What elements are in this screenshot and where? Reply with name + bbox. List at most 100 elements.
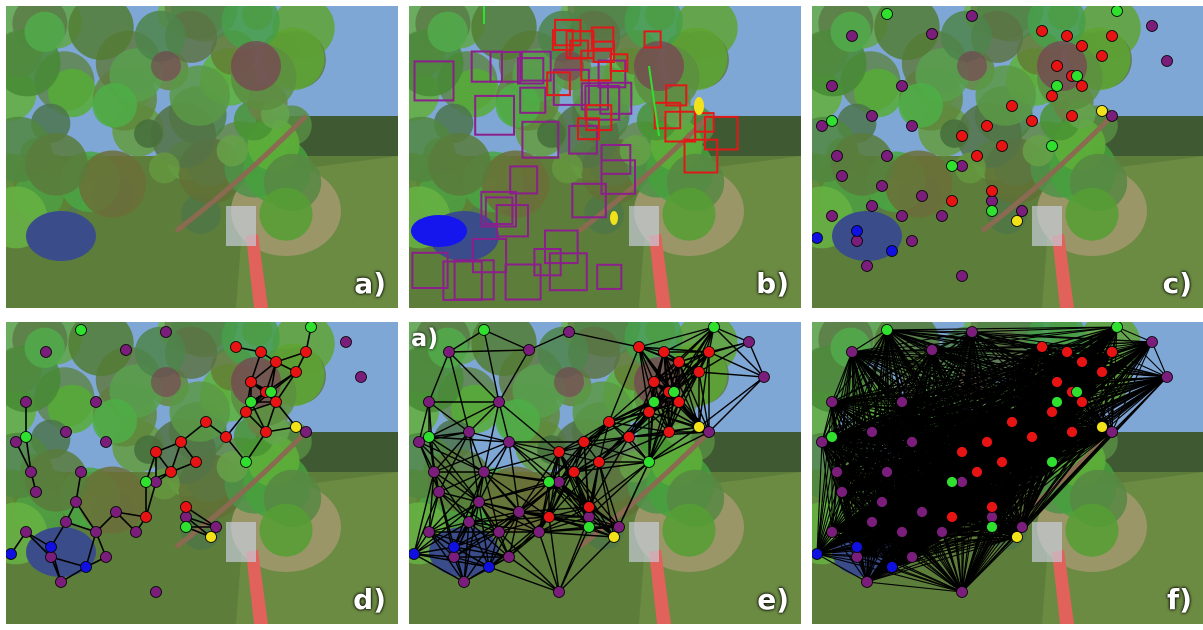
graph-edge (468, 511, 520, 523)
leaf (221, 6, 280, 51)
leaf (68, 6, 134, 60)
graph-edge (463, 501, 480, 583)
graph-edge (851, 329, 888, 353)
graph-edge (698, 376, 765, 428)
purple-keypoint (513, 506, 525, 518)
purple-keypoint (906, 235, 918, 247)
graph-edge (891, 401, 1058, 568)
leaf-bounding-box (489, 51, 522, 83)
graph-edge (891, 401, 1083, 568)
graph-edge (976, 461, 1053, 473)
graph-edge (663, 326, 715, 353)
graph-edge (638, 346, 655, 383)
red-keypoint (1061, 30, 1073, 42)
leaf-bounding-box (596, 263, 623, 290)
leaf (662, 503, 716, 557)
graph-edge (508, 441, 560, 453)
purple-keypoint (1106, 110, 1118, 122)
green-keypoint (245, 396, 257, 408)
graph-edge (871, 346, 1043, 433)
red-keypoint (981, 120, 993, 132)
pole (649, 234, 671, 308)
graph-edge (483, 451, 560, 473)
purple-keypoint (906, 436, 918, 448)
green-keypoint (986, 205, 998, 217)
green-keypoint (75, 324, 87, 336)
green-keypoint (240, 456, 252, 468)
red-keypoint (300, 346, 312, 358)
purple-keypoint (130, 526, 142, 538)
graph-edge (538, 531, 560, 593)
graph-edge (856, 461, 1053, 548)
graph-edge (961, 536, 1018, 593)
leaf (451, 384, 500, 434)
graph-edge (468, 431, 510, 443)
graph-edge (588, 506, 615, 538)
graph-edge (708, 376, 765, 433)
graph-edge (428, 401, 470, 433)
blue-keypoint (886, 561, 898, 573)
graph-edge (648, 391, 675, 463)
graph-edge (428, 471, 485, 533)
graph-edge (483, 471, 550, 483)
yellow-keypoint (608, 531, 620, 543)
red-keypoint (593, 456, 605, 468)
graph-edge (831, 331, 973, 403)
leaf-bounding-box (484, 196, 514, 225)
leaf-bounding-box (600, 159, 636, 195)
green-keypoint (1046, 456, 1058, 468)
yellow-keypoint (1011, 215, 1023, 227)
panel-label: d) (353, 583, 386, 616)
graph-edge (483, 471, 500, 533)
green-keypoint (423, 431, 435, 443)
graph-edge (558, 526, 590, 593)
graph-edge (548, 461, 600, 518)
graph-edge (413, 546, 455, 555)
graph-edge (583, 441, 650, 463)
green-keypoint (1051, 80, 1063, 92)
purple-keypoint (583, 511, 595, 523)
vineyard-scene-with-points (812, 6, 1203, 308)
purple-keypoint (25, 466, 37, 478)
graph-edge (816, 326, 1118, 555)
panel-label: b) (756, 267, 789, 300)
leaf (624, 6, 683, 51)
graph-edge (538, 526, 590, 533)
leaf (78, 466, 147, 534)
leaf-bounding-box (470, 50, 503, 83)
green-keypoint (20, 431, 32, 443)
graph-edge (713, 326, 750, 343)
graph-edge (488, 516, 550, 568)
leaf (471, 6, 537, 60)
graph-edge (816, 491, 843, 555)
purple-keypoint (45, 551, 57, 563)
red-keypoint (1096, 366, 1108, 378)
graph-edge (891, 566, 963, 593)
graph-edge (816, 481, 953, 555)
red-keypoint (658, 346, 670, 358)
graph-edge (573, 436, 630, 473)
red-leaf (554, 367, 584, 397)
green-keypoint (1111, 6, 1123, 17)
purple-keypoint (493, 396, 505, 408)
purple-keypoint (458, 576, 470, 588)
leaf (216, 451, 248, 483)
leaf (48, 68, 97, 118)
graph-edge (816, 553, 868, 583)
graph-edge (708, 351, 765, 378)
blue-keypoint (80, 561, 92, 573)
graph-edge (413, 521, 470, 555)
red-keypoint (673, 396, 685, 408)
graph-edge (1016, 376, 1168, 538)
red-keypoint (986, 185, 998, 197)
leaf (25, 133, 88, 196)
graph-edge (588, 461, 650, 518)
panel-label: e) (757, 583, 789, 616)
purple-keypoint (926, 344, 938, 356)
red-keypoint (1046, 406, 1058, 418)
graph-edge (856, 426, 1103, 548)
yellow-keypoint (290, 421, 302, 433)
graph-edge (1101, 371, 1168, 378)
graph-edge (438, 491, 470, 523)
panel-a-original-photo: a) (6, 6, 398, 308)
